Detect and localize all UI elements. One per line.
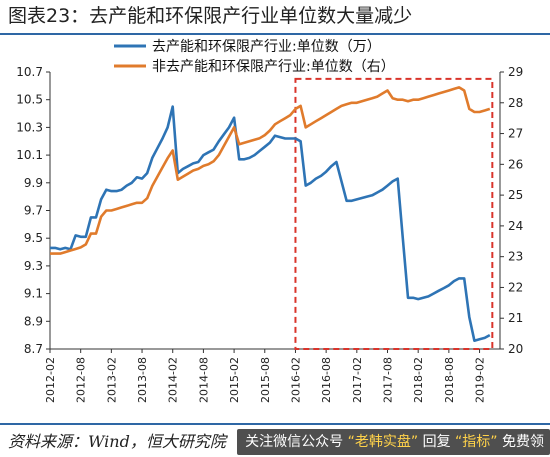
y-left-tick-label: 10.7: [16, 65, 43, 79]
x-tick-label: 2015-08: [259, 357, 272, 403]
banner-middle: 回复: [422, 434, 451, 450]
y-right-tick-label: 26: [508, 157, 523, 171]
x-tick-label: 2016-02: [289, 357, 302, 403]
y-axis-left: 8.7 8.9 9.1 9.3 9.5 9.7 9.9 10.1 10.3 10.5 10.7: [16, 65, 51, 356]
legend-label: 非去产能和环保限产行业:单位数（右）: [152, 59, 395, 75]
y-right-tick-label: 23: [508, 250, 523, 264]
x-tick-label: 2012-08: [75, 357, 88, 403]
y-left-tick-label: 8.7: [24, 342, 43, 356]
y-left-tick-label: 9.9: [24, 176, 43, 190]
banner-prefix: 关注微信公众号: [245, 434, 344, 450]
y-right-tick-label: 28: [508, 96, 523, 110]
footer-rule: [0, 423, 550, 425]
x-tick-label: 2017-08: [382, 357, 395, 403]
x-tick-label: 2013-08: [136, 357, 149, 403]
series-layer: [50, 86, 491, 342]
banner-suffix: 免费领: [502, 434, 544, 450]
y-right-tick-label: 20: [508, 342, 523, 356]
x-tick-label: 2019-02: [474, 357, 487, 403]
x-tick-label: 2017-02: [351, 357, 364, 403]
title-rule: [0, 33, 550, 35]
legend: 去产能和环保限产行业:单位数（万） 非去产能和环保限产行业:单位数（右）: [114, 39, 395, 75]
chart: 8.7 8.9 9.1 9.3 9.5 9.7 9.9 10.1 10.3 10.5 10.7 20…: [16, 39, 523, 403]
y-right-tick-label: 29: [508, 65, 523, 79]
y-left-tick-label: 9.5: [24, 231, 43, 245]
y-right-tick-label: 22: [508, 280, 523, 294]
y-right-tick-label: 21: [508, 311, 523, 325]
source-note: 资料来源：Wind，恒大研究院: [8, 432, 226, 451]
series-line-right: [50, 86, 491, 255]
highlight-box: [294, 77, 494, 351]
x-tick-label: 2016-08: [320, 357, 333, 403]
x-tick-label: 2012-02: [44, 357, 57, 403]
x-tick-label: 2018-08: [443, 357, 456, 403]
y-left-tick-label: 8.9: [24, 314, 43, 328]
x-tick-label: 2014-08: [197, 357, 210, 403]
banner-keyword-1: “老韩实盘”: [347, 434, 419, 450]
y-left-tick-label: 9.7: [24, 204, 43, 218]
y-axis-right: 20 21 22 23 24 25 26 27 28 29: [499, 65, 523, 356]
y-left-tick-label: 10.3: [16, 120, 43, 134]
x-tick-label: 2013-02: [105, 357, 118, 403]
y-right-tick-label: 24: [508, 219, 523, 233]
x-tick-label: 2018-02: [412, 357, 425, 403]
x-axis: 2012-02 2012-08 2013-02 2013-08 2014-02 2014-…: [44, 348, 500, 403]
series-line-left: [50, 105, 491, 342]
y-left-tick-label: 9.1: [24, 287, 43, 301]
y-right-tick-label: 27: [508, 127, 523, 141]
x-tick-label: 2015-02: [228, 357, 241, 403]
y-right-tick-label: 25: [508, 188, 523, 202]
annotation-layer: [294, 77, 494, 351]
x-tick-label: 2014-02: [167, 357, 180, 403]
banner-keyword-2: “指标”: [455, 434, 498, 450]
chart-title: 图表23：去产能和环保限产行业单位数大量减少: [8, 5, 413, 27]
promo-banner: 关注微信公众号 “老韩实盘” 回复 “指标” 免费领: [237, 429, 550, 455]
y-left-tick-label: 10.1: [16, 148, 43, 162]
legend-label: 去产能和环保限产行业:单位数（万）: [152, 39, 381, 55]
y-left-tick-label: 9.3: [24, 259, 43, 273]
y-left-tick-label: 10.5: [16, 93, 43, 107]
